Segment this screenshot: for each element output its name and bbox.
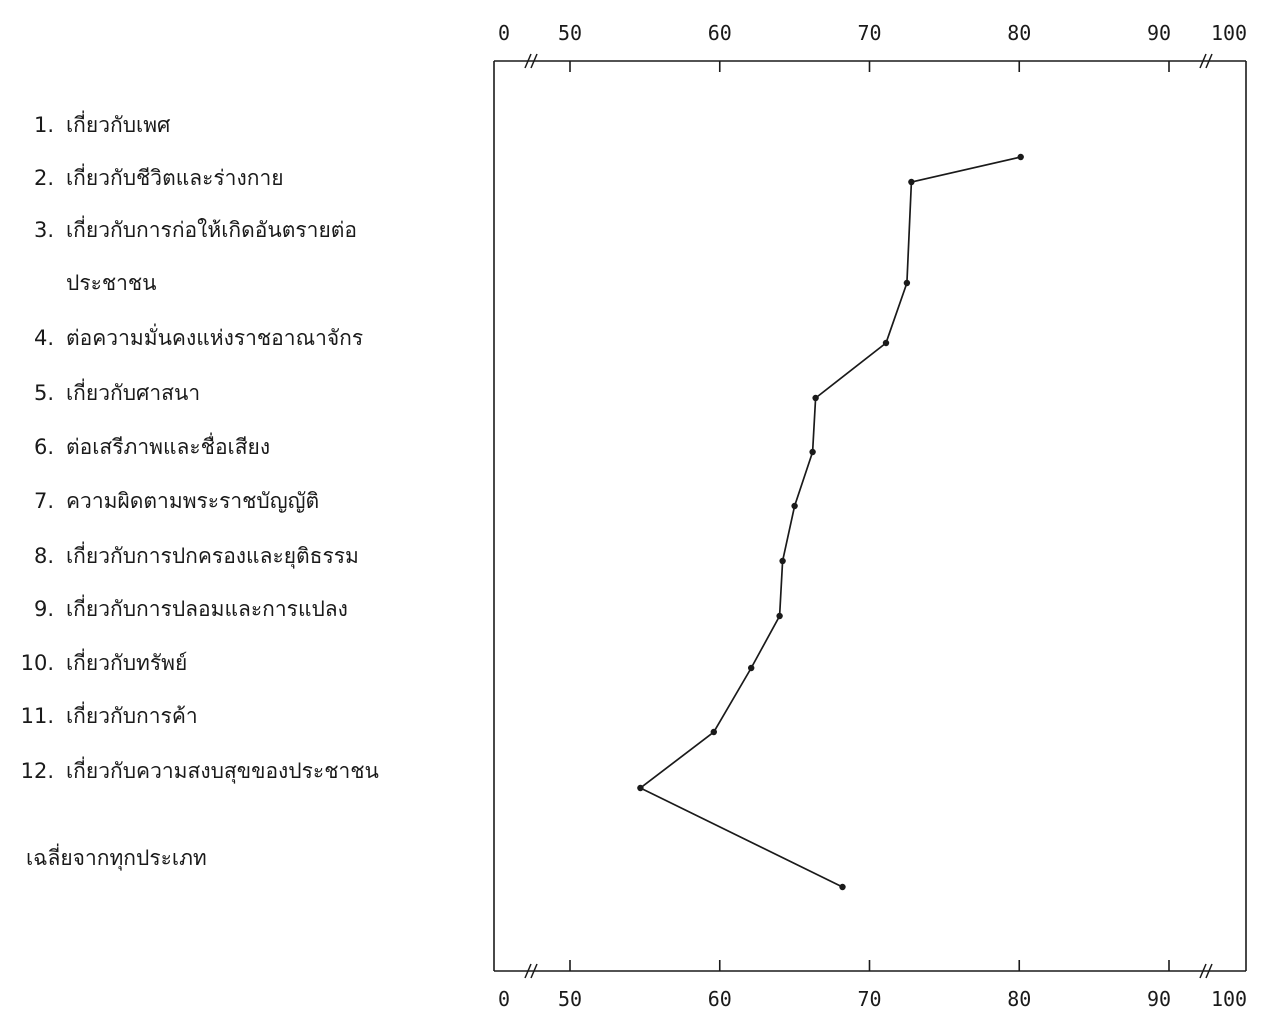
category-label-12: 12. เกี่ยวกับความสงบสุขของประชาชน [21,756,379,784]
data-series [637,153,1024,891]
break-slash [1205,53,1213,69]
category-label-1: 1. เกี่ยวกับเพศ [34,110,171,137]
bottom-axis-break-left [524,963,538,979]
category-text: เกี่ยวกับความสงบสุขของประชาชน [66,756,379,784]
top-axis-break-right [1199,53,1213,69]
category-label-10: 10. เกี่ยวกับทรัพย์ [21,648,188,675]
bottom-tick-label: 80 [1007,987,1031,1011]
break-slash [524,53,532,69]
break-slash [1199,963,1207,979]
bottom-tick-label: 50 [558,987,582,1011]
category-text: ต่อความมั่นคงแห่งราชอาณาจักร [66,323,363,350]
bottom-tick-label: 70 [857,987,881,1011]
category-text: เกี่ยวกับเพศ [66,110,171,137]
category-text: เฉลี่ยจากทุกประเภท [26,843,207,871]
bottom-tick-label: 0 [498,987,510,1011]
category-text: เกี่ยวกับการค้า [66,701,198,728]
category-number: 4. [34,326,54,350]
category-text: ความผิดตามพระราชบัญญัติ [66,489,319,513]
category-text-continued: ประชาชน [66,271,157,295]
top-tick-label: 60 [708,21,732,45]
category-number: 12. [21,759,54,783]
break-slash [530,963,538,979]
category-label-5: 5. เกี่ยวกับศาสนา [34,378,200,405]
category-number: 11. [21,704,54,728]
category-number: 5. [34,381,54,405]
category-label-7: 7. ความผิดตามพระราชบัญญัติ [34,489,319,513]
bottom-tick-label: 60 [708,987,732,1011]
bottom-axis-break-right [1199,963,1213,979]
category-text: เกี่ยวกับการก่อให้เกิดอันตรายต่อ [66,215,357,242]
category-label-2: 2. เกี่ยวกับชีวิตและร่างกาย [34,163,284,190]
data-point-10 [748,664,755,672]
category-number: 1. [34,113,54,137]
category-number: 6. [34,435,54,459]
category-label-9: 9. เกี่ยวกับการปลอมและการแปลง [34,594,348,621]
top-tick-label: 90 [1147,21,1171,45]
category-number: 3. [34,218,54,242]
category-number: 2. [34,166,54,190]
data-point-8 [779,557,786,565]
data-point-5 [812,394,819,402]
top-axis-break-left [524,53,538,69]
data-point-9 [776,612,783,620]
break-slash [1205,963,1213,979]
plot-frame [493,53,1247,979]
x-axis-ticks: 0 0 50 50 60 60 70 70 80 80 90 90 100 100 [498,21,1247,1011]
category-text: เกี่ยวกับการปลอมและการแปลง [66,594,348,621]
bottom-tick-label: 90 [1147,987,1171,1011]
data-point-2 [908,178,915,186]
category-number: 10. [21,651,54,675]
category-label-4: 4. ต่อความมั่นคงแห่งราชอาณาจักร [34,323,363,350]
data-point-3 [903,279,911,287]
data-point-4 [882,339,890,347]
break-slash [530,53,538,69]
category-number: 9. [34,597,54,621]
category-text: เกี่ยวกับศาสนา [66,378,200,405]
category-text: เกี่ยวกับทรัพย์ [66,648,187,675]
category-label-3: 3. เกี่ยวกับการก่อให้เกิดอันตรายต่อประชาช… [34,215,357,295]
category-label-6: 6. ต่อเสรีภาพและชื่อเสียง [34,432,270,459]
category-label-11: 11. เกี่ยวกับการค้า [21,701,198,728]
top-tick-label: 80 [1007,21,1031,45]
top-tick-label: 100 [1211,21,1247,45]
top-tick-label: 0 [498,21,510,45]
data-point-1 [1017,153,1024,161]
category-labels: 1. เกี่ยวกับเพศ 2. เกี่ยวกับชีวิตและร่างกาย… [21,110,379,871]
category-text: เกี่ยวกับชีวิตและร่างกาย [66,163,284,190]
break-slash [524,963,532,979]
top-tick-label: 50 [558,21,582,45]
category-label-13: เฉลี่ยจากทุกประเภท [26,843,207,871]
data-point-13 [839,883,846,891]
category-label-8: 8. เกี่ยวกับการปกครองและยุติธรรม [34,541,359,569]
category-number: 8. [34,544,54,568]
category-text: ต่อเสรีภาพและชื่อเสียง [66,432,270,459]
category-text: เกี่ยวกับการปกครองและยุติธรรม [66,541,359,569]
data-point-6 [809,448,816,456]
data-point-12 [637,784,644,792]
bottom-tick-label: 100 [1211,987,1247,1011]
data-point-7 [791,502,798,510]
series-line [638,156,1021,888]
category-number: 7. [34,489,54,513]
data-point-11 [710,728,717,736]
break-slash [1199,53,1207,69]
top-tick-label: 70 [857,21,881,45]
